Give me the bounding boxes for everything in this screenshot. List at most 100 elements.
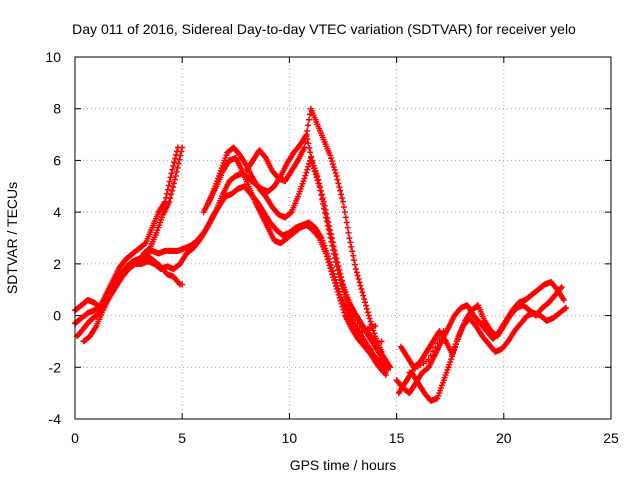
data-point-trace [330,164,337,171]
x-tick-label: 20 [496,430,512,446]
data-point-trace [332,280,339,287]
data-point-trace [355,276,362,283]
data-point-trace [303,169,310,176]
data-point-trace [165,182,172,189]
series-track-g [395,304,569,404]
data-point-trace [303,133,310,140]
data-point-trace [347,309,354,316]
data-point-trace [170,162,177,169]
data-point-trace [323,210,330,217]
data-point [352,266,359,273]
data-point-trace [172,155,179,162]
data-point-trace [316,180,323,187]
data-point-trace [357,282,364,289]
data-point-trace [317,187,324,194]
data-point-trace [334,259,341,266]
data-point-trace [327,265,334,272]
data-point-trace [340,203,347,210]
y-tick-label: 6 [53,152,61,168]
data-point-trace [305,122,312,129]
data-point-trace [361,295,368,302]
series-outliers [179,281,447,376]
data-point-trace [371,330,378,337]
data-point [380,369,387,376]
data-point-trace [304,127,311,134]
data-point-trace [326,223,333,230]
data-point-trace [336,184,343,191]
chart-title: Day 011 of 2016, Sidereal Day-to-day VTE… [72,21,576,37]
data-point-trace [364,309,371,316]
data-point-trace [363,305,370,312]
data-point-trace [329,161,336,168]
data-point-trace [360,292,367,299]
data-point-trace [336,294,343,301]
data-point-trace [341,309,348,316]
data-point-trace [167,174,174,181]
data-point-trace [351,317,358,324]
data-point-trace [330,243,337,250]
data-point-trace [432,344,439,351]
data-point-trace [167,195,174,202]
data-point-trace [367,318,374,325]
series-track-h [397,284,565,371]
data-point-trace [315,233,322,240]
data-point-trace [334,176,341,183]
y-tick-label: 0 [53,308,61,324]
data-point-trace [164,186,171,193]
data-point-trace [328,231,335,238]
data-point-trace [338,300,345,307]
data-point-trace [302,138,309,145]
data-point-trace [348,243,355,250]
data-point-trace [430,348,437,355]
axis-ticks: 0 5 10 15 20 25 -4 -2 0 2 4 6 8 10 [45,49,619,446]
y-axis-label: SDTVAR / TECUs [4,182,20,294]
data-point [447,359,454,366]
data-point [425,356,432,363]
data-point [179,144,186,151]
data-point-trace [304,166,311,173]
data-point-trace [337,270,344,277]
data-point-trace [334,288,341,295]
data-point [378,348,385,355]
data-point [335,291,342,298]
data-point-trace [332,283,339,290]
data-point-trace [324,215,331,222]
data-point-trace [337,297,344,304]
data-point-trace [305,140,312,147]
data-point-trace [322,206,329,213]
data-point-trace [170,180,177,187]
data-point [301,144,308,151]
data-point-trace [448,356,455,363]
data-point-trace [349,313,356,320]
data-point-trace [338,191,345,198]
data-point [333,172,340,179]
data-point-trace [328,268,335,275]
x-axis-label: GPS time / hours [290,457,397,473]
data-point [320,198,327,205]
data-point-trace [171,176,178,183]
data-point-trace [358,285,365,292]
data-point [440,328,447,335]
data-point-trace [379,368,386,375]
plot-frame [74,56,612,420]
data-point-trace [337,187,344,194]
data-point-trace [328,158,335,165]
data-point-trace [176,156,183,163]
y-tick-label: 4 [53,204,61,220]
data-point-trace [174,164,181,171]
data-point [168,170,175,177]
data-point-trace [331,247,338,254]
data-point-trace [321,202,328,209]
data-point [342,302,349,309]
data-point-trace [331,277,338,284]
data-point-trace [335,263,342,270]
data-point-trace [438,332,445,339]
data-point [367,346,374,353]
data-point [179,281,186,288]
data-point-trace [329,239,336,246]
y-tick-label: 10 [45,49,61,65]
data-point-trace [332,169,339,176]
y-tick-label: 8 [53,101,61,117]
series-track-e [140,105,385,355]
